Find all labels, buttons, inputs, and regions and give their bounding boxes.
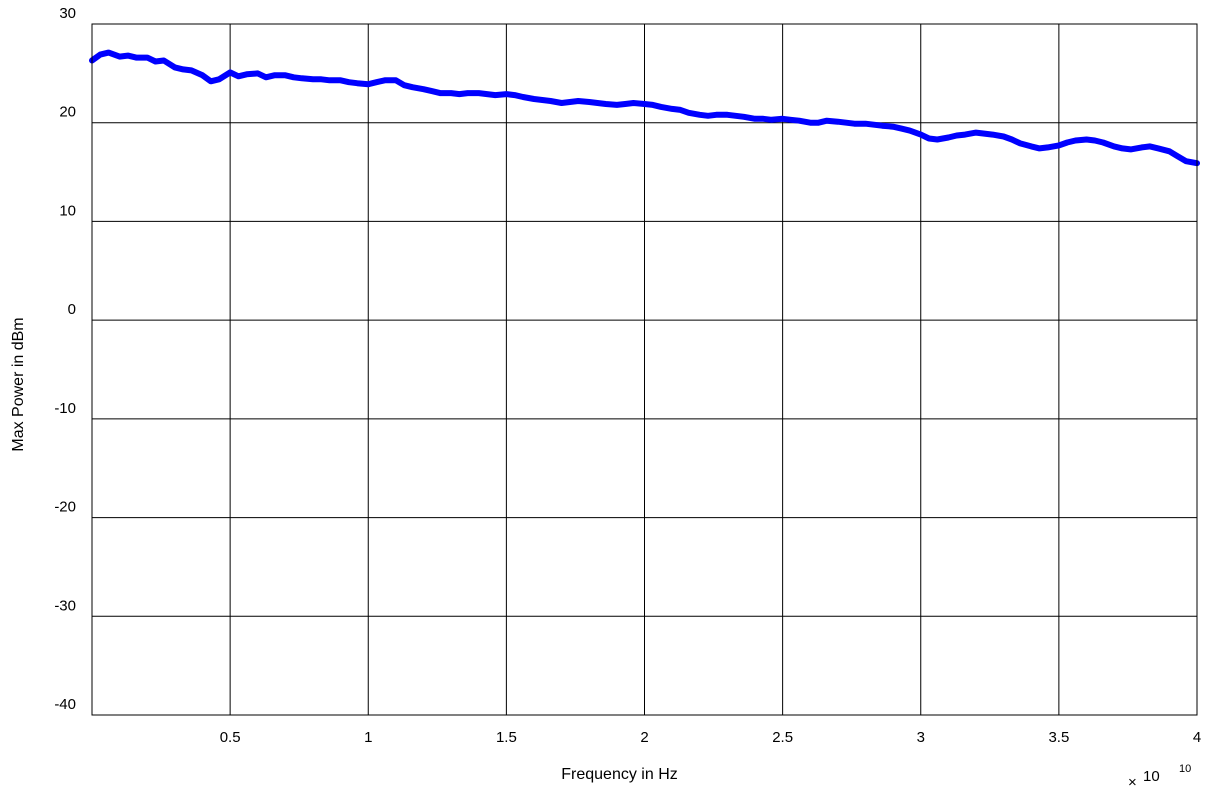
x-axis-title: Frequency in Hz — [561, 766, 678, 783]
x-tick-label: 1.5 — [496, 729, 517, 746]
x-exponent-base: 10 — [1143, 768, 1160, 785]
y-tick-label: -30 — [54, 597, 76, 614]
y-tick-label: -40 — [54, 696, 76, 713]
x-tick-label: 1 — [364, 729, 372, 746]
y-tick-label: 0 — [68, 301, 76, 318]
y-tick-label: -10 — [54, 400, 76, 417]
series-lines — [89, 49, 1200, 167]
tick-labels: 0.5 1 1.5 2 2.5 3 3.5 4 -40 -30 -20 -10 0 10 20 30 — [54, 5, 1201, 746]
x-axis-exponent-label: × 10 10 — [1128, 763, 1191, 791]
series-line — [89, 49, 1200, 167]
x-tick-label: 2 — [640, 729, 648, 746]
y-tick-label: 10 — [59, 202, 76, 219]
y-tick-label: 20 — [59, 104, 76, 121]
x-tick-label: 0.5 — [220, 729, 241, 746]
x-tick-label: 2.5 — [772, 729, 793, 746]
x-tick-label: 3 — [917, 729, 925, 746]
x-tick-label: 4 — [1193, 729, 1201, 746]
x-tick-label: 3.5 — [1048, 729, 1069, 746]
plot-frame — [91, 23, 1198, 716]
y-tick-label: 30 — [59, 5, 76, 22]
grid-lines — [92, 23, 1198, 716]
y-axis-title: Max Power in dBm — [10, 317, 27, 451]
x-exponent-power: 10 — [1179, 763, 1191, 775]
y-tick-label: -20 — [54, 499, 76, 516]
x-exponent-times-sign: × — [1128, 774, 1137, 791]
